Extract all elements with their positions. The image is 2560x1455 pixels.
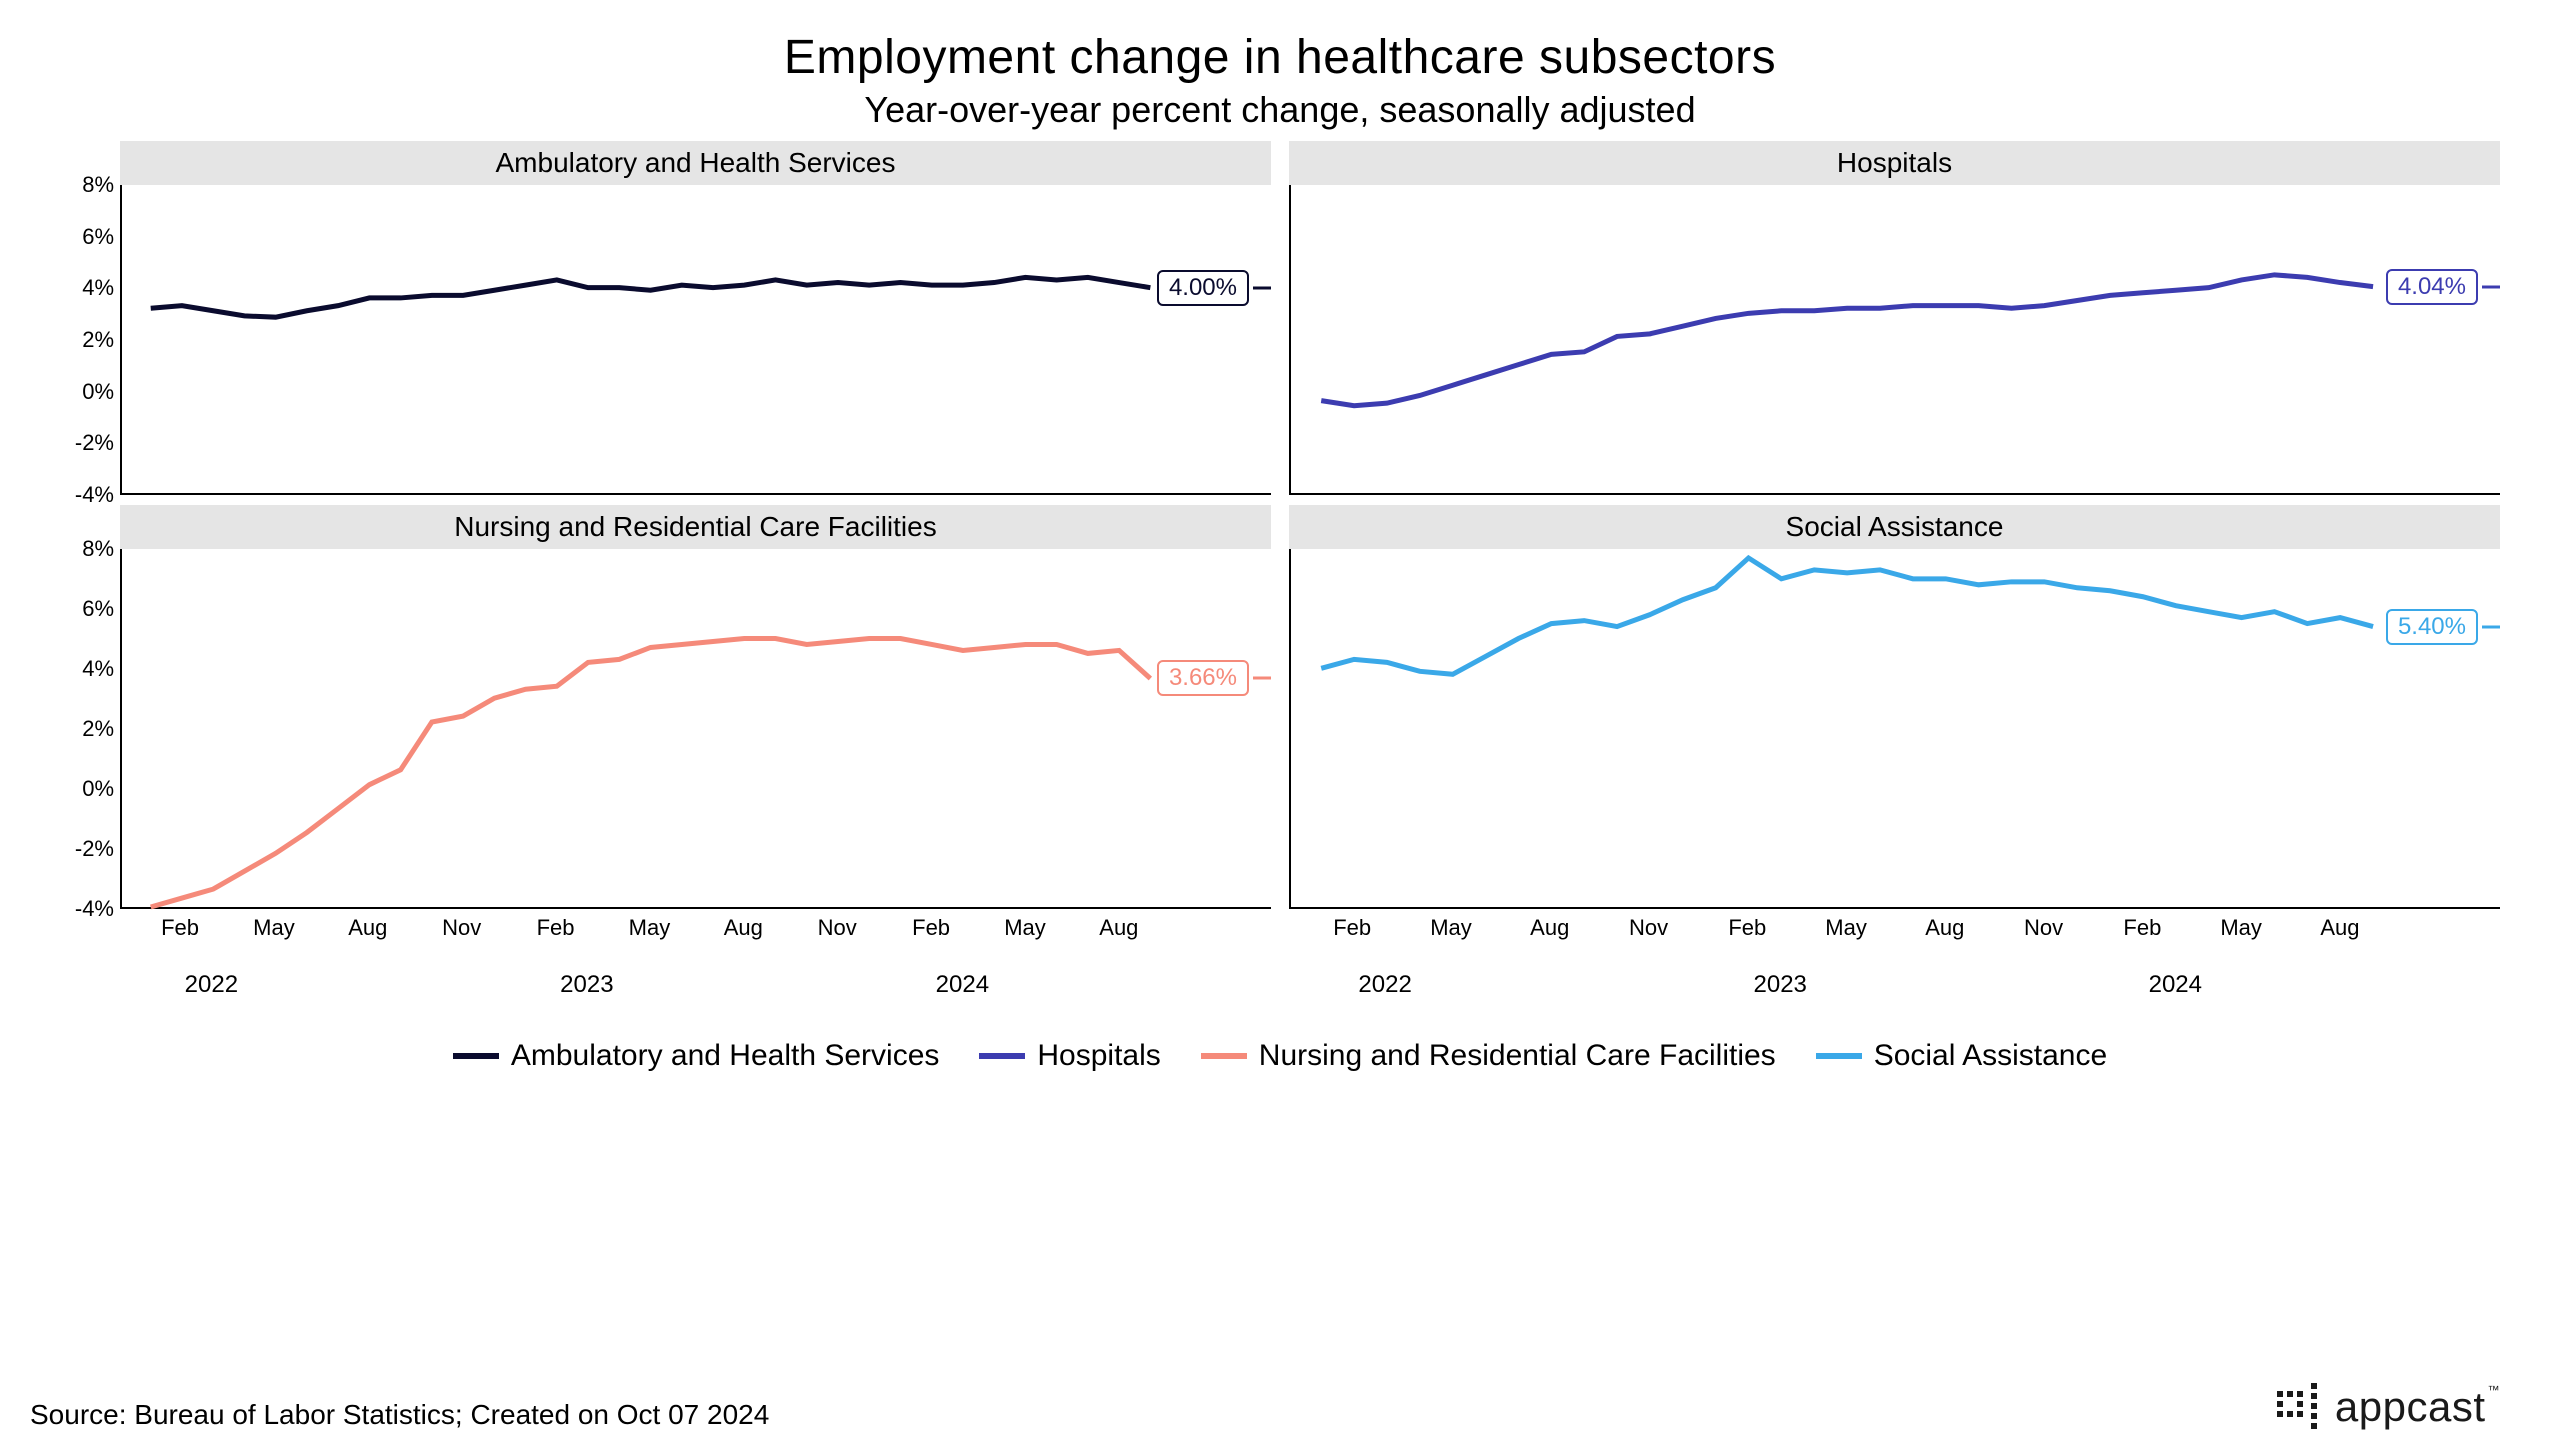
end-value-label: 4.04%	[2386, 269, 2478, 305]
year-label: 2022	[185, 971, 238, 999]
x-tick-label: Feb	[1333, 915, 1371, 941]
legend-label: Social Assistance	[1874, 1039, 2107, 1073]
y-tick-label: -2%	[75, 430, 114, 456]
x-tick-label: Aug	[1925, 915, 1964, 941]
legend-label: Nursing and Residential Care Facilities	[1259, 1039, 1776, 1073]
x-tick-label: May	[1004, 915, 1046, 941]
legend-label: Hospitals	[1037, 1039, 1160, 1073]
panel-header: Hospitals	[1289, 141, 2500, 185]
legend-swatch	[1201, 1053, 1247, 1059]
end-value-label: 3.66%	[1157, 660, 1249, 696]
y-tick-label: 4%	[82, 656, 114, 682]
chart-subtitle: Year-over-year percent change, seasonall…	[60, 89, 2500, 131]
x-tick-label: Feb	[537, 915, 575, 941]
x-tick-label: Nov	[818, 915, 857, 941]
panel-header: Social Assistance	[1289, 505, 2500, 549]
x-tick-label: Nov	[1629, 915, 1668, 941]
panel: Hospitals 4.04%	[1289, 141, 2500, 495]
x-tick-label: Aug	[1530, 915, 1569, 941]
plot-area: 4.04%	[1289, 185, 2500, 495]
y-tick-label: 6%	[82, 596, 114, 622]
legend-item: Nursing and Residential Care Facilities	[1201, 1039, 1776, 1073]
y-tick-label: 8%	[82, 536, 114, 562]
x-tick-label: Feb	[1728, 915, 1766, 941]
x-tick-label: Aug	[2320, 915, 2359, 941]
y-tick-label: 2%	[82, 327, 114, 353]
x-tick-label: Feb	[2123, 915, 2161, 941]
legend-swatch	[1816, 1053, 1862, 1059]
x-tick-label: May	[2220, 915, 2262, 941]
plot-area: 3.66%	[120, 549, 1271, 909]
panel-header: Nursing and Residential Care Facilities	[120, 505, 1271, 549]
end-value-label: 4.00%	[1157, 270, 1249, 306]
panel: Ambulatory and Health Services-4%-2%0%2%…	[60, 141, 1271, 495]
panel-header: Ambulatory and Health Services	[120, 141, 1271, 185]
appcast-logo: appcast™	[2277, 1383, 2500, 1431]
x-tick-label: Nov	[2024, 915, 2063, 941]
legend: Ambulatory and Health Services Hospitals N…	[60, 1039, 2500, 1073]
legend-item: Ambulatory and Health Services	[453, 1039, 940, 1073]
legend-swatch	[979, 1053, 1025, 1059]
y-tick-label: 0%	[82, 776, 114, 802]
y-tick-label: -2%	[75, 836, 114, 862]
chart-grid: Ambulatory and Health Services -4% -2% 0% 2%…	[60, 141, 2500, 1003]
x-tick-label: Aug	[724, 915, 763, 941]
legend-label: Ambulatory and Health Services	[511, 1039, 940, 1073]
panel: Nursing and Residential Care Facilities -…	[60, 505, 1271, 1003]
x-tick-label: May	[629, 915, 671, 941]
plot-area: 4.00%	[120, 185, 1271, 495]
x-tick-label: Feb	[912, 915, 950, 941]
chart-title: Employment change in healthcare subsecto…	[60, 30, 2500, 85]
x-tick-label: Nov	[442, 915, 481, 941]
year-label: 2024	[2149, 971, 2202, 999]
x-tick-label: May	[1430, 915, 1472, 941]
year-label: 2023	[560, 971, 613, 999]
source-text: Source: Bureau of Labor Statistics; Crea…	[30, 1399, 769, 1431]
end-value-label: 5.40%	[2386, 609, 2478, 645]
x-tick-label: May	[1825, 915, 1867, 941]
y-tick-label: 6%	[82, 224, 114, 250]
legend-item: Hospitals	[979, 1039, 1160, 1073]
y-tick-label: 8%	[82, 172, 114, 198]
x-tick-label: Aug	[348, 915, 387, 941]
panel: Social Assistance 5.40% Feb May Aug Nov Feb May…	[1289, 505, 2500, 1003]
y-tick-label: -4%	[75, 896, 114, 922]
year-label: 2024	[936, 971, 989, 999]
year-label: 2023	[1754, 971, 1807, 999]
year-label: 2022	[1358, 971, 1411, 999]
y-tick-label: 2%	[82, 716, 114, 742]
y-tick-label: 0%	[82, 379, 114, 405]
legend-swatch	[453, 1053, 499, 1059]
y-tick-label: 4%	[82, 275, 114, 301]
x-tick-label: May	[253, 915, 295, 941]
logo-text: appcast™	[2335, 1383, 2500, 1431]
legend-item: Social Assistance	[1816, 1039, 2107, 1073]
x-tick-label: Feb	[161, 915, 199, 941]
x-tick-label: Aug	[1099, 915, 1138, 941]
plot-area: 5.40%	[1289, 549, 2500, 909]
